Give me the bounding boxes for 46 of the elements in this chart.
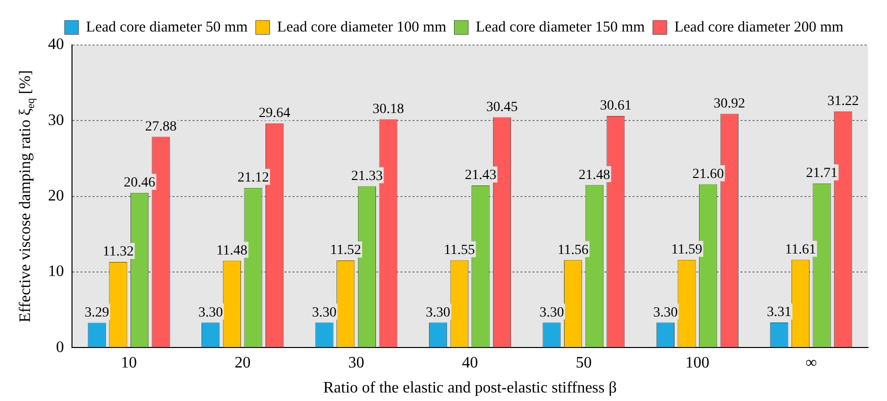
data-label: 11.55: [444, 242, 475, 258]
data-label: 3.31: [766, 305, 792, 320]
y-tick-label: 30: [48, 112, 64, 129]
data-label: 21.33: [351, 168, 383, 184]
data-label: 21.60: [692, 166, 724, 182]
x-tick-label: 20: [234, 354, 251, 372]
y-tick-label: 0: [56, 338, 64, 356]
data-label: 30.61: [600, 98, 632, 114]
x-tick-label: 100: [685, 354, 710, 372]
x-tick-label: 30: [348, 354, 364, 372]
y-tick-label: 20: [48, 188, 64, 205]
data-label: 29.64: [258, 106, 290, 122]
x-tick-label: ∞: [805, 354, 817, 372]
data-label: 21.12: [237, 170, 269, 186]
x-tick-label: 10: [120, 354, 137, 372]
data-label: 30.18: [372, 102, 404, 117]
data-label: 3.30: [198, 305, 223, 320]
data-label: 27.88: [145, 119, 177, 134]
y-tick-label: 40: [48, 36, 64, 54]
y-tick-label: 10: [48, 263, 64, 280]
data-label: 11.56: [558, 242, 589, 258]
data-label: 30.45: [486, 100, 518, 115]
data-label: 30.92: [714, 96, 746, 112]
y-axis-title: Effective viscose damping ratio ξeq [%]: [17, 70, 37, 322]
legend-label: Lead core diameter 50 mm: [86, 19, 248, 36]
data-label: 11.59: [671, 242, 702, 258]
legend-label: Lead core diameter 150 mm: [476, 19, 646, 36]
x-tick-label: 50: [576, 354, 592, 372]
data-label: 21.71: [806, 166, 838, 182]
data-label: 21.43: [464, 168, 496, 184]
data-label: 11.48: [216, 243, 248, 258]
data-label: 3.30: [539, 305, 564, 320]
data-label: 31.22: [827, 94, 859, 110]
data-label: 3.30: [653, 305, 678, 320]
data-label: 3.30: [312, 305, 337, 320]
data-label: 21.48: [578, 168, 610, 183]
x-tick-label: 40: [462, 354, 478, 372]
data-label: 11.32: [102, 244, 134, 260]
data-label: 3.30: [426, 305, 450, 320]
data-label: 3.29: [84, 305, 110, 320]
legend-label: Lead core diameter 100 mm: [277, 19, 447, 36]
x-axis-title: Ratio of the elastic and post-elastic stiffness β: [323, 380, 617, 397]
legend-label: Lead core diameter 200 mm: [674, 19, 844, 36]
data-label: 20.46: [124, 175, 156, 190]
data-label: 11.61: [784, 242, 816, 258]
data-label: 11.52: [330, 243, 362, 258]
